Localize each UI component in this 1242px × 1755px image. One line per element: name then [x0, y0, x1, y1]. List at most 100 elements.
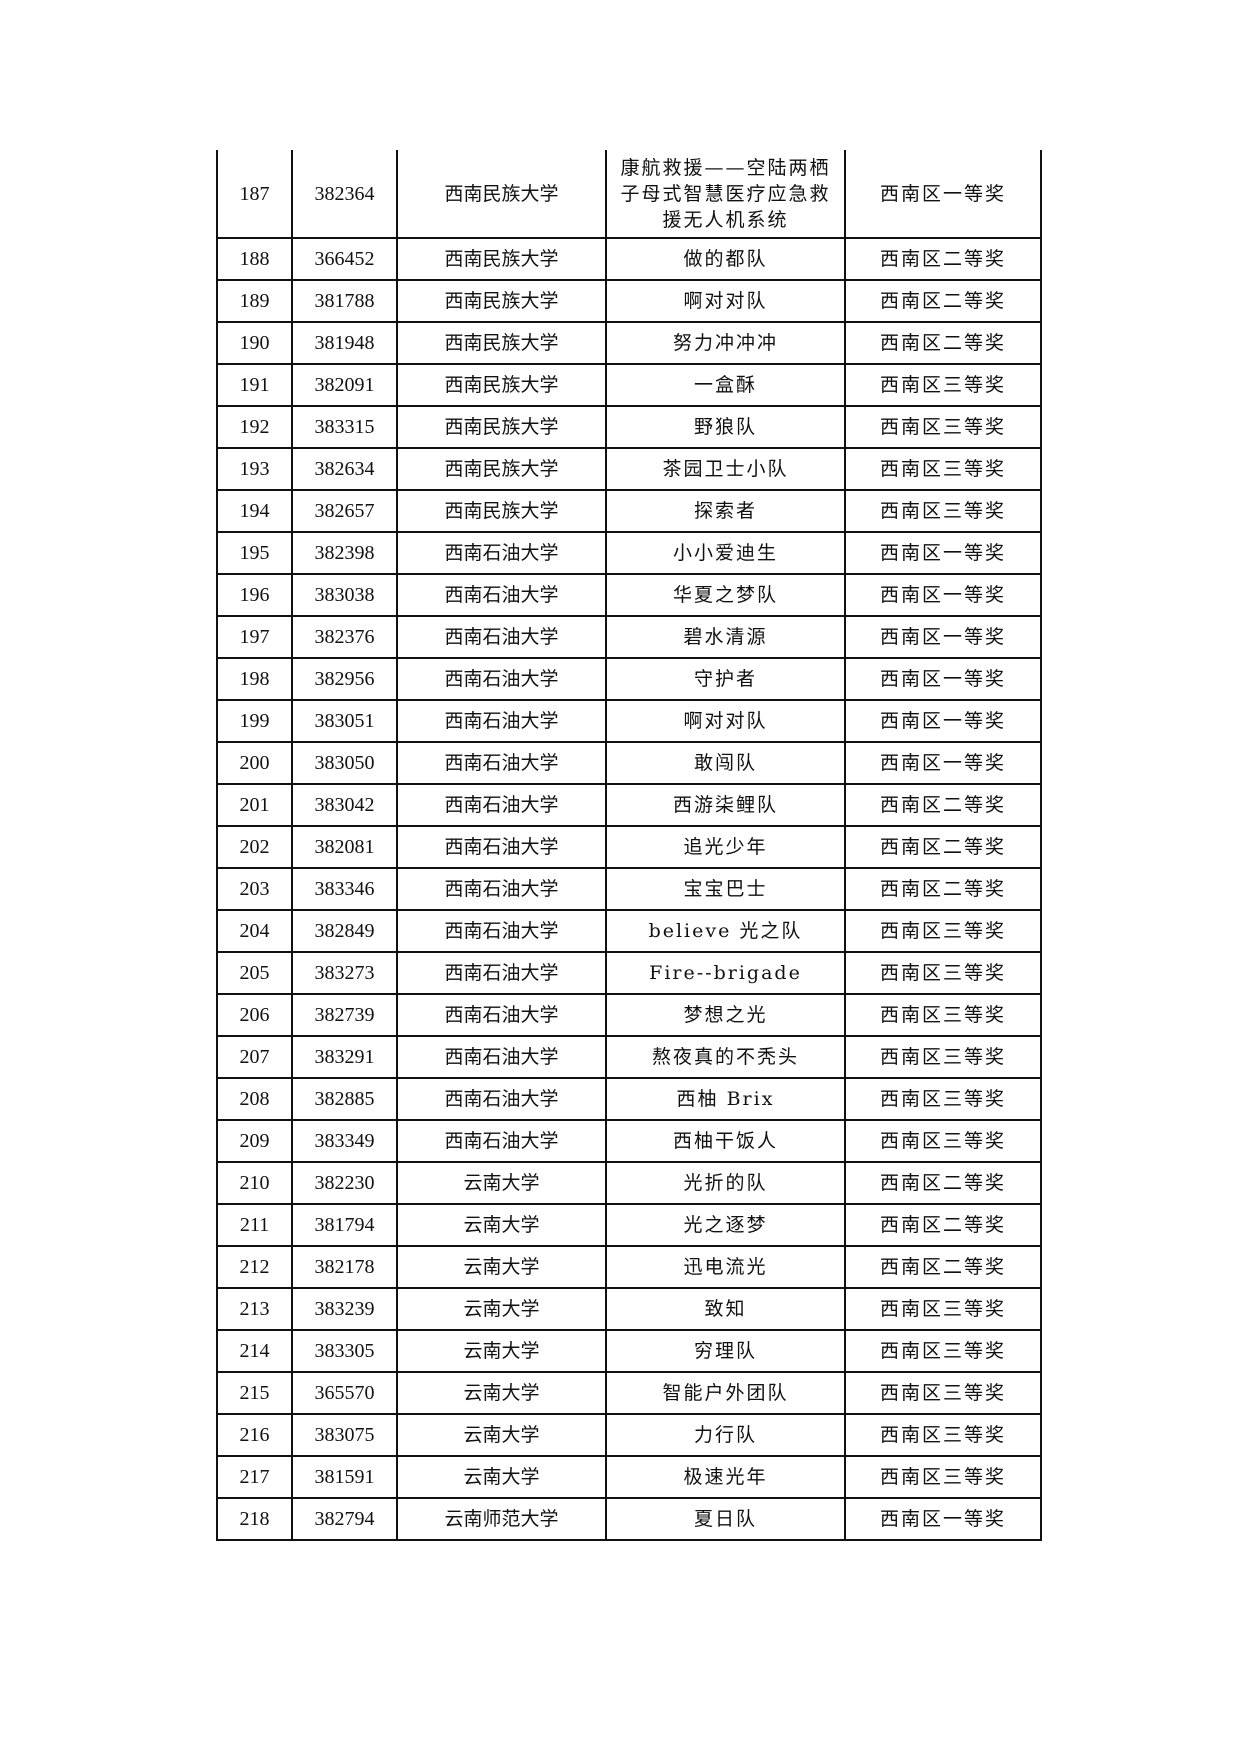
table-row: 201 383042 西南石油大学 西游柒鲤队 西南区二等奖 — [216, 783, 1042, 827]
team-name-cell: believe 光之队 — [605, 909, 846, 953]
team-id-cell: 382091 — [291, 363, 398, 407]
award-cell: 西南区一等奖 — [844, 741, 1042, 785]
award-cell: 西南区三等奖 — [844, 1329, 1042, 1373]
team-name-cell: 努力冲冲冲 — [605, 321, 846, 365]
row-index-cell: 188 — [216, 237, 293, 281]
university-cell: 西南石油大学 — [396, 783, 607, 827]
award-cell: 西南区三等奖 — [844, 1413, 1042, 1457]
team-id-cell: 382739 — [291, 993, 398, 1037]
row-index-cell: 213 — [216, 1287, 293, 1331]
university-cell: 西南石油大学 — [396, 615, 607, 659]
team-id-cell: 383239 — [291, 1287, 398, 1331]
row-index-cell: 202 — [216, 825, 293, 869]
team-name-cell: 西柚干饭人 — [605, 1119, 846, 1163]
table-row: 198 382956 西南石油大学 守护者 西南区一等奖 — [216, 657, 1042, 701]
team-name-cell: 啊对对队 — [605, 699, 846, 743]
award-cell: 西南区三等奖 — [844, 1287, 1042, 1331]
university-cell: 西南石油大学 — [396, 699, 607, 743]
university-cell: 西南民族大学 — [396, 150, 607, 239]
table-row: 195 382398 西南石油大学 小小爱迪生 西南区一等奖 — [216, 531, 1042, 575]
table-row: 215 365570 云南大学 智能户外团队 西南区三等奖 — [216, 1371, 1042, 1415]
table-row: 213 383239 云南大学 致知 西南区三等奖 — [216, 1287, 1042, 1331]
team-id-cell: 381948 — [291, 321, 398, 365]
award-cell: 西南区一等奖 — [844, 531, 1042, 575]
team-name-cell: 光之逐梦 — [605, 1203, 846, 1247]
team-id-cell: 383038 — [291, 573, 398, 617]
row-index-cell: 208 — [216, 1077, 293, 1121]
team-name-cell: 茶园卫士小队 — [605, 447, 846, 491]
award-cell: 西南区三等奖 — [844, 993, 1042, 1037]
university-cell: 西南石油大学 — [396, 741, 607, 785]
table-row: 218 382794 云南师范大学 夏日队 西南区一等奖 — [216, 1497, 1042, 1541]
university-cell: 西南民族大学 — [396, 447, 607, 491]
team-name-cell: Fire--brigade — [605, 951, 846, 995]
table-row: 194 382657 西南民族大学 探索者 西南区三等奖 — [216, 489, 1042, 533]
row-index-cell: 212 — [216, 1245, 293, 1289]
team-id-cell: 383315 — [291, 405, 398, 449]
team-id-cell: 383346 — [291, 867, 398, 911]
award-cell: 西南区三等奖 — [844, 951, 1042, 995]
team-name-cell: 宝宝巴士 — [605, 867, 846, 911]
team-name-cell: 熬夜真的不秃头 — [605, 1035, 846, 1079]
award-cell: 西南区二等奖 — [844, 1161, 1042, 1205]
team-name-cell: 啊对对队 — [605, 279, 846, 323]
university-cell: 西南石油大学 — [396, 993, 607, 1037]
team-id-cell: 383075 — [291, 1413, 398, 1457]
table-row: 188 366452 西南民族大学 做的都队 西南区二等奖 — [216, 237, 1042, 281]
award-table-body: 187 382364 西南民族大学 康航救援——空陆两栖子母式智慧医疗应急救援无人机系… — [216, 150, 1042, 1541]
row-index-cell: 197 — [216, 615, 293, 659]
award-cell: 西南区三等奖 — [844, 1371, 1042, 1415]
university-cell: 云南大学 — [396, 1203, 607, 1247]
row-index-cell: 191 — [216, 363, 293, 407]
row-index-cell: 198 — [216, 657, 293, 701]
award-cell: 西南区三等奖 — [844, 909, 1042, 953]
table-row: 209 383349 西南石油大学 西柚干饭人 西南区三等奖 — [216, 1119, 1042, 1163]
award-cell: 西南区三等奖 — [844, 405, 1042, 449]
university-cell: 云南大学 — [396, 1245, 607, 1289]
table-row: 190 381948 西南民族大学 努力冲冲冲 西南区二等奖 — [216, 321, 1042, 365]
university-cell: 西南石油大学 — [396, 909, 607, 953]
row-index-cell: 199 — [216, 699, 293, 743]
award-cell: 西南区三等奖 — [844, 363, 1042, 407]
team-name-cell: 西游柒鲤队 — [605, 783, 846, 827]
team-id-cell: 382849 — [291, 909, 398, 953]
team-name-cell: 智能户外团队 — [605, 1371, 846, 1415]
university-cell: 西南石油大学 — [396, 1035, 607, 1079]
row-index-cell: 217 — [216, 1455, 293, 1499]
team-id-cell: 365570 — [291, 1371, 398, 1415]
team-id-cell: 382364 — [291, 150, 398, 239]
table-row: 202 382081 西南石油大学 追光少年 西南区二等奖 — [216, 825, 1042, 869]
university-cell: 云南大学 — [396, 1287, 607, 1331]
row-index-cell: 190 — [216, 321, 293, 365]
award-cell: 西南区三等奖 — [844, 1119, 1042, 1163]
table-row: 217 381591 云南大学 极速光年 西南区三等奖 — [216, 1455, 1042, 1499]
row-index-cell: 189 — [216, 279, 293, 323]
team-id-cell: 383050 — [291, 741, 398, 785]
row-index-cell: 206 — [216, 993, 293, 1037]
team-id-cell: 383042 — [291, 783, 398, 827]
row-index-cell: 207 — [216, 1035, 293, 1079]
row-index-cell: 214 — [216, 1329, 293, 1373]
university-cell: 云南大学 — [396, 1413, 607, 1457]
team-id-cell: 382398 — [291, 531, 398, 575]
team-name-cell: 西柚 Brix — [605, 1077, 846, 1121]
university-cell: 西南石油大学 — [396, 867, 607, 911]
team-name-cell: 追光少年 — [605, 825, 846, 869]
table-row: 204 382849 西南石油大学 believe 光之队 西南区三等奖 — [216, 909, 1042, 953]
row-index-cell: 210 — [216, 1161, 293, 1205]
award-cell: 西南区三等奖 — [844, 489, 1042, 533]
award-cell: 西南区三等奖 — [844, 447, 1042, 491]
row-index-cell: 187 — [216, 150, 293, 239]
university-cell: 西南石油大学 — [396, 1119, 607, 1163]
team-id-cell: 383349 — [291, 1119, 398, 1163]
team-name-cell: 小小爱迪生 — [605, 531, 846, 575]
team-name-cell: 敢闯队 — [605, 741, 846, 785]
team-name-cell: 一盒酥 — [605, 363, 846, 407]
university-cell: 云南师范大学 — [396, 1497, 607, 1541]
table-row: 207 383291 西南石油大学 熬夜真的不秃头 西南区三等奖 — [216, 1035, 1042, 1079]
team-id-cell: 382657 — [291, 489, 398, 533]
team-name-cell: 穷理队 — [605, 1329, 846, 1373]
table-row: 210 382230 云南大学 光折的队 西南区二等奖 — [216, 1161, 1042, 1205]
team-id-cell: 383051 — [291, 699, 398, 743]
university-cell: 西南民族大学 — [396, 321, 607, 365]
